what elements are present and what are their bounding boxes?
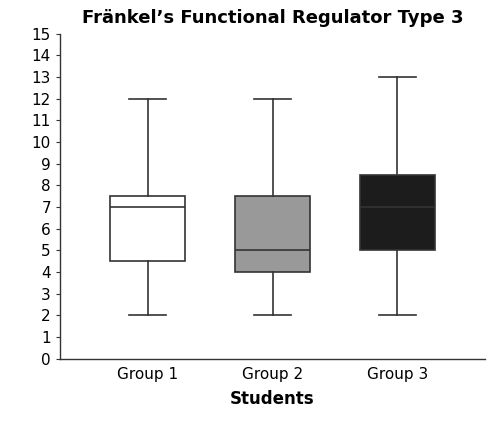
PathPatch shape bbox=[235, 196, 310, 272]
X-axis label: Students: Students bbox=[230, 390, 315, 408]
Title: Fränkel’s Functional Regulator Type 3: Fränkel’s Functional Regulator Type 3 bbox=[82, 8, 463, 27]
PathPatch shape bbox=[360, 175, 435, 250]
PathPatch shape bbox=[110, 196, 185, 261]
